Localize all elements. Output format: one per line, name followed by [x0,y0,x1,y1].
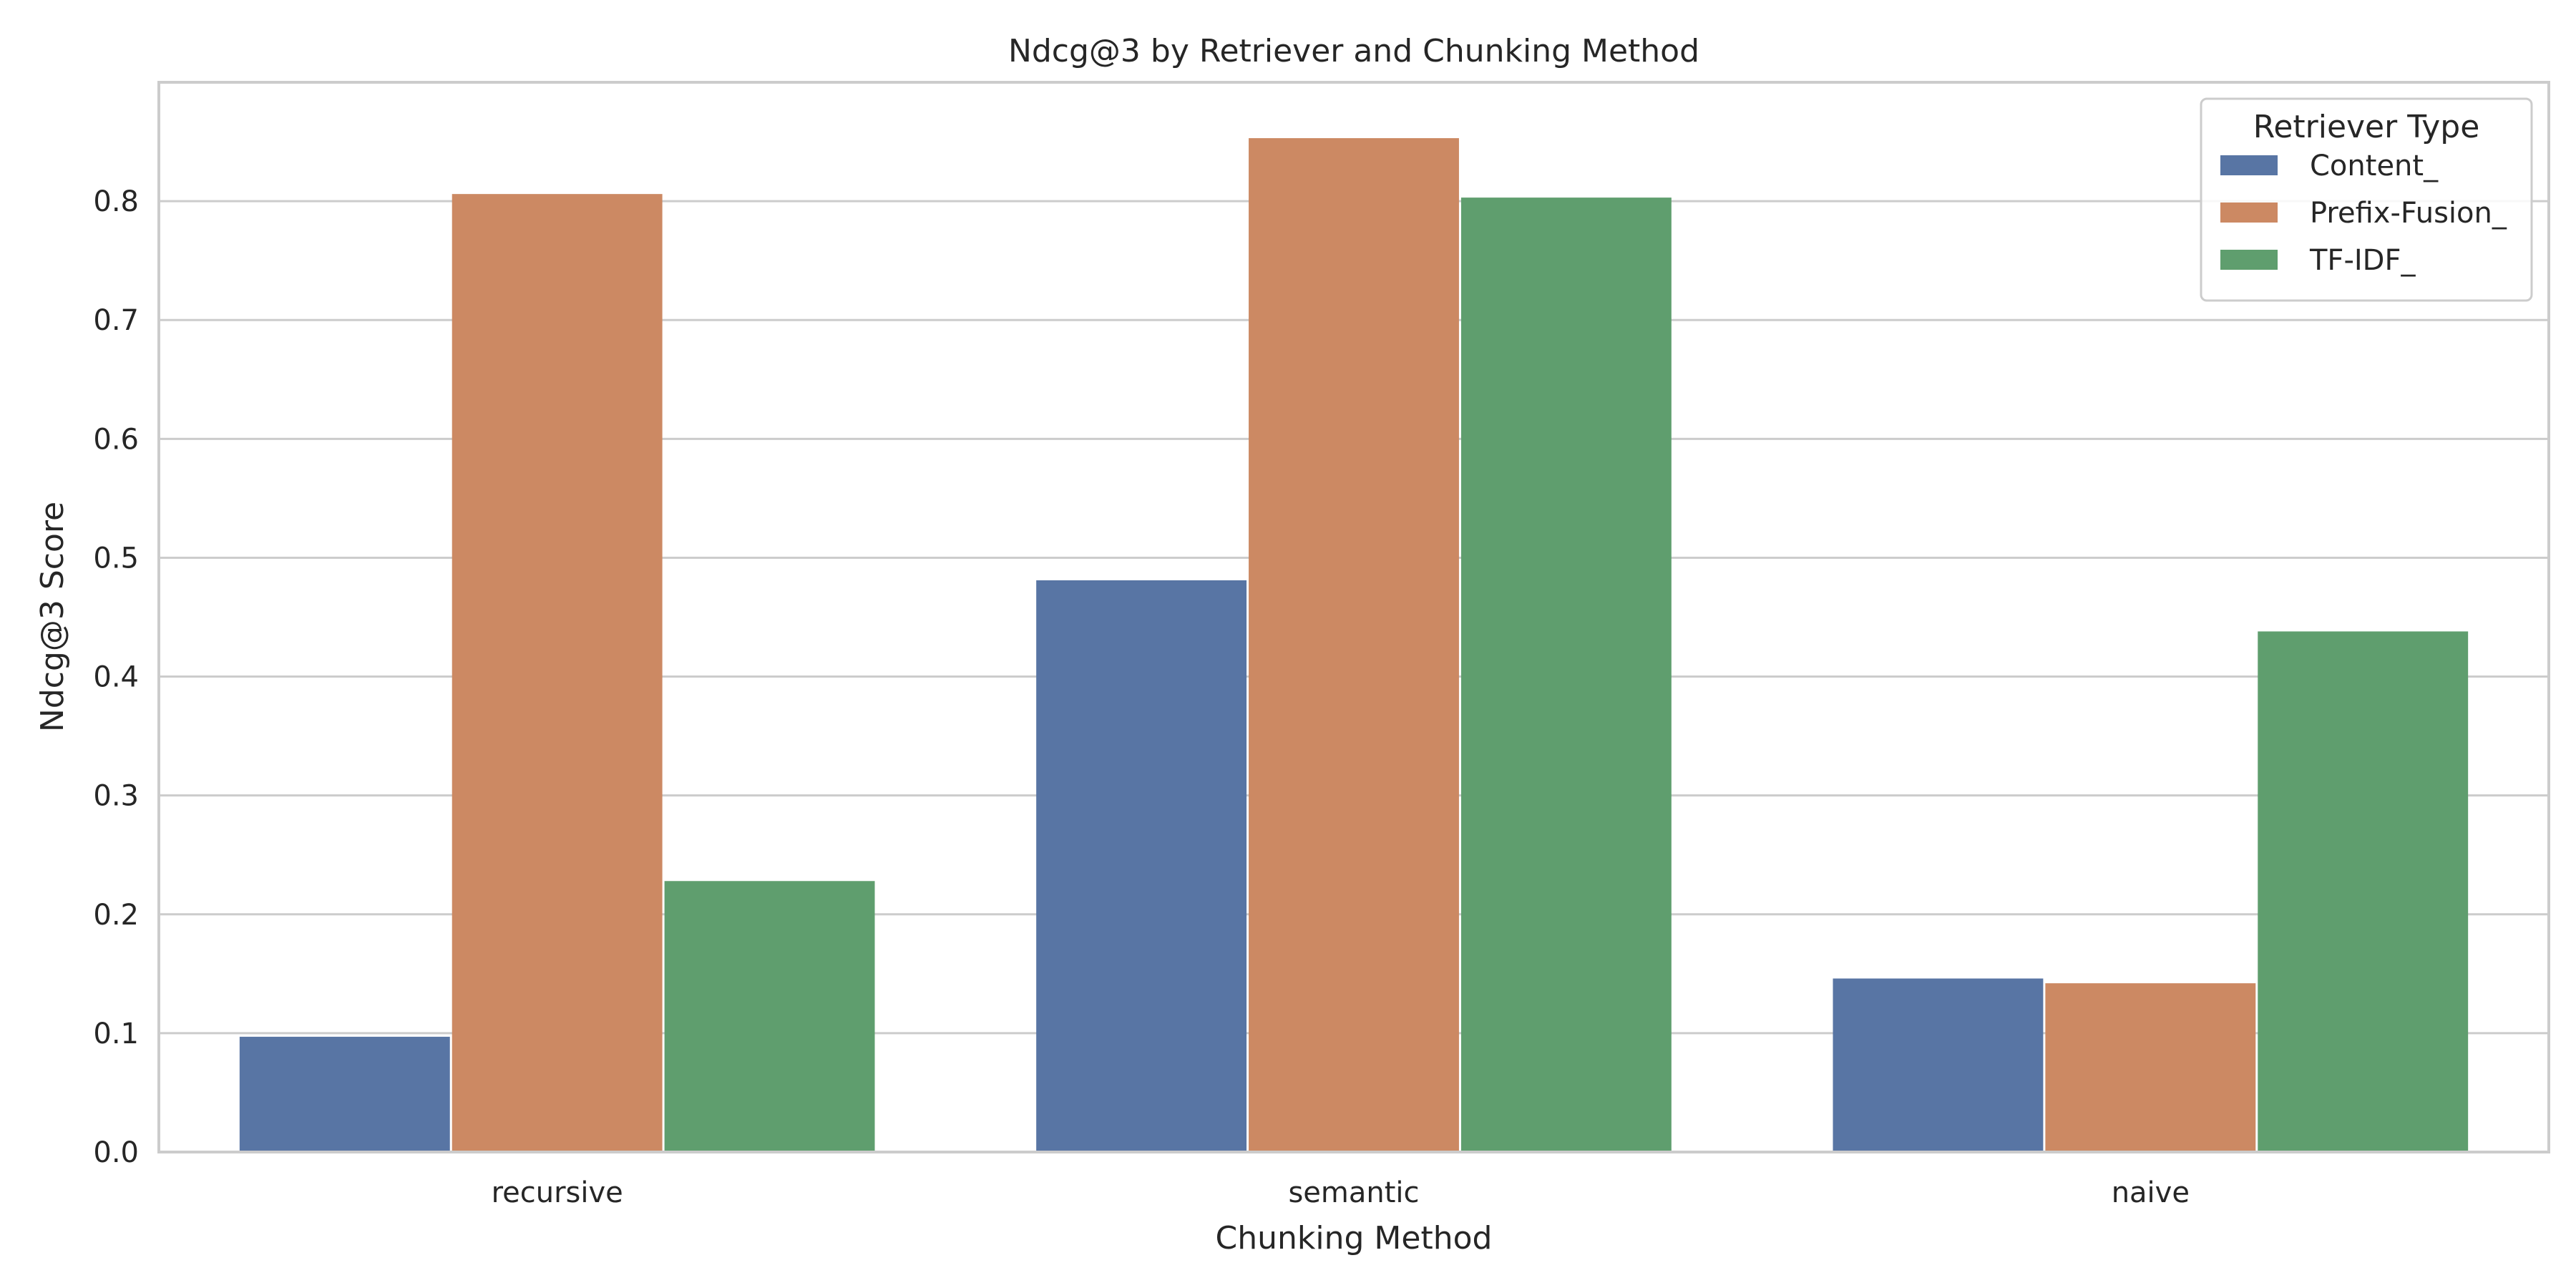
legend: Retriever Type Content_ Prefix-Fusion_ TF-… [2200,97,2533,302]
y-tick-label: 0.5 [93,542,139,575]
x-axis-label: Chunking Method [1216,1220,1493,1257]
y-axis-ticks: 0.0 0.1 0.2 0.3 0.4 0.5 0.6 0.7 0.8 [93,185,139,1169]
bars [239,138,2469,1153]
y-tick-label: 0.2 [93,899,139,932]
bar-recursive-2 [664,881,875,1152]
legend-label: TF-IDF_ [2309,244,2416,277]
bar-naive-2 [2258,631,2469,1152]
bar-recursive-1 [452,194,663,1153]
legend-items: Content_ Prefix-Fusion_ TF-IDF_ [2220,150,2507,277]
bar-semantic-2 [1460,197,1672,1152]
legend-swatch [2220,203,2278,223]
x-tick-label: naive [2112,1176,2190,1209]
y-tick-label: 0.8 [93,185,139,218]
legend-label: Prefix-Fusion_ [2310,197,2507,230]
bar-semantic-0 [1036,580,1247,1152]
y-tick-label: 0.0 [93,1136,139,1169]
y-tick-label: 0.4 [93,661,139,694]
x-tick-label: recursive [492,1176,623,1209]
x-tick-label: semantic [1288,1176,1419,1209]
legend-box [2200,97,2533,302]
y-tick-label: 0.1 [93,1018,139,1050]
bar-recursive-0 [239,1036,450,1152]
y-axis-label: Ndcg@3 Score [34,502,71,732]
plot-frame [157,81,2550,1153]
legend-label: Content_ [2310,150,2439,182]
legend-title: Retriever Type [2253,109,2480,145]
y-tick-label: 0.3 [93,780,139,813]
bar-naive-1 [2045,983,2256,1152]
x-axis-ticks: recursive semantic naive [492,1176,2190,1209]
legend-swatch [2220,250,2278,270]
chart-title: Ndcg@3 by Retriever and Chunking Method [1008,33,1699,69]
bar-semantic-1 [1249,138,1459,1152]
y-tick-label: 0.7 [93,304,139,337]
bar-naive-0 [1833,978,2044,1152]
legend-swatch [2220,155,2278,175]
y-tick-label: 0.6 [93,423,139,456]
